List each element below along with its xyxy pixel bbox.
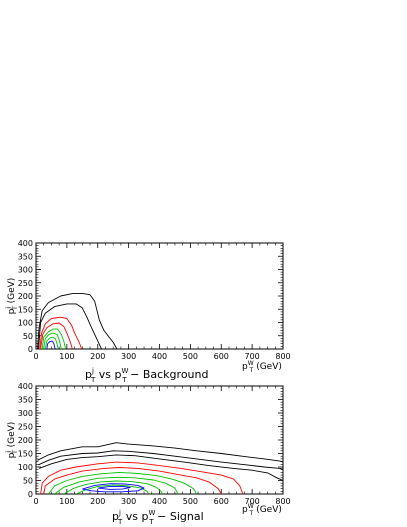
contour-line: [46, 340, 56, 349]
x-tick-label: 0: [33, 352, 38, 361]
contour-line: [38, 450, 283, 470]
x-axis-label: pW T (GeV): [242, 360, 282, 374]
y-tick-label: 250: [18, 279, 33, 288]
contour-line: [37, 292, 118, 349]
x-tick-label: 300: [121, 352, 136, 361]
contour-line: [63, 480, 163, 494]
x-tick-label: 500: [183, 497, 198, 506]
x-axis-label: pW T (GeV): [242, 503, 282, 517]
contour-line: [82, 483, 145, 493]
contour-line: [41, 328, 67, 349]
y-tick-label: 150: [18, 305, 33, 314]
x-tick-label: 200: [90, 497, 105, 506]
y-axis-label: pjT (GeV): [5, 278, 19, 315]
contour-line: [39, 316, 83, 349]
contour-line: [38, 454, 283, 481]
contour-line: [44, 336, 59, 349]
x-tick-label: 400: [152, 352, 167, 361]
y-tick-label: 0: [28, 345, 33, 354]
contour-line: [43, 467, 222, 494]
x-tick-label: 100: [59, 497, 74, 506]
y-tick-label: 50: [23, 332, 33, 341]
y-tick-label: 150: [18, 450, 33, 459]
y-tick-label: 300: [18, 266, 33, 275]
y-tick-label: 250: [18, 423, 33, 432]
x-tick-label: 600: [214, 352, 229, 361]
y-tick-label: 300: [18, 409, 33, 418]
plot-frame: [35, 242, 284, 350]
contour-line: [97, 485, 131, 490]
x-tick-label: 600: [214, 497, 229, 506]
contour-line: [38, 303, 102, 349]
contour-line: [43, 332, 62, 349]
y-tick-label: 100: [18, 463, 33, 472]
x-tick-label: 700: [244, 497, 259, 506]
contour-line: [37, 442, 283, 463]
y-tick-label: 400: [18, 382, 33, 391]
x-tick-label: 800: [275, 352, 290, 361]
x-tick-label: 700: [244, 352, 259, 361]
y-tick-label: 350: [18, 252, 33, 261]
contour-line: [40, 322, 73, 349]
x-tick-label: 400: [152, 497, 167, 506]
chart-title: pj T vs pW T − Signal: [112, 509, 204, 526]
y-tick-label: 350: [18, 396, 33, 405]
chart-title: pj T vs pW T − Background: [85, 367, 208, 384]
y-axis-label: pjT (GeV): [5, 422, 19, 459]
contour-line: [75, 484, 150, 494]
y-tick-label: 0: [28, 490, 33, 499]
x-tick-label: 800: [275, 497, 290, 506]
y-tick-label: 200: [18, 436, 33, 445]
x-tick-label: 300: [121, 497, 136, 506]
y-tick-label: 50: [23, 477, 33, 486]
contour-line: [48, 471, 197, 494]
y-tick-label: 400: [18, 239, 33, 248]
x-tick-label: 0: [33, 497, 38, 506]
x-tick-label: 500: [183, 352, 198, 361]
x-tick-label: 200: [90, 352, 105, 361]
x-tick-label: 100: [59, 352, 74, 361]
signal-panel: 0 100 200 300 400 500 600 700 800 0 50 100 150 200 250…: [5, 382, 291, 526]
contour-line: [54, 476, 179, 494]
y-tick-label: 200: [18, 292, 33, 301]
contour-line: [40, 461, 244, 494]
plot-frame: [35, 385, 284, 495]
y-tick-label: 100: [18, 319, 33, 328]
background-panel: 0 100 200 300 400 500 600 700 800 0 50 100 150 200 250…: [5, 239, 291, 384]
